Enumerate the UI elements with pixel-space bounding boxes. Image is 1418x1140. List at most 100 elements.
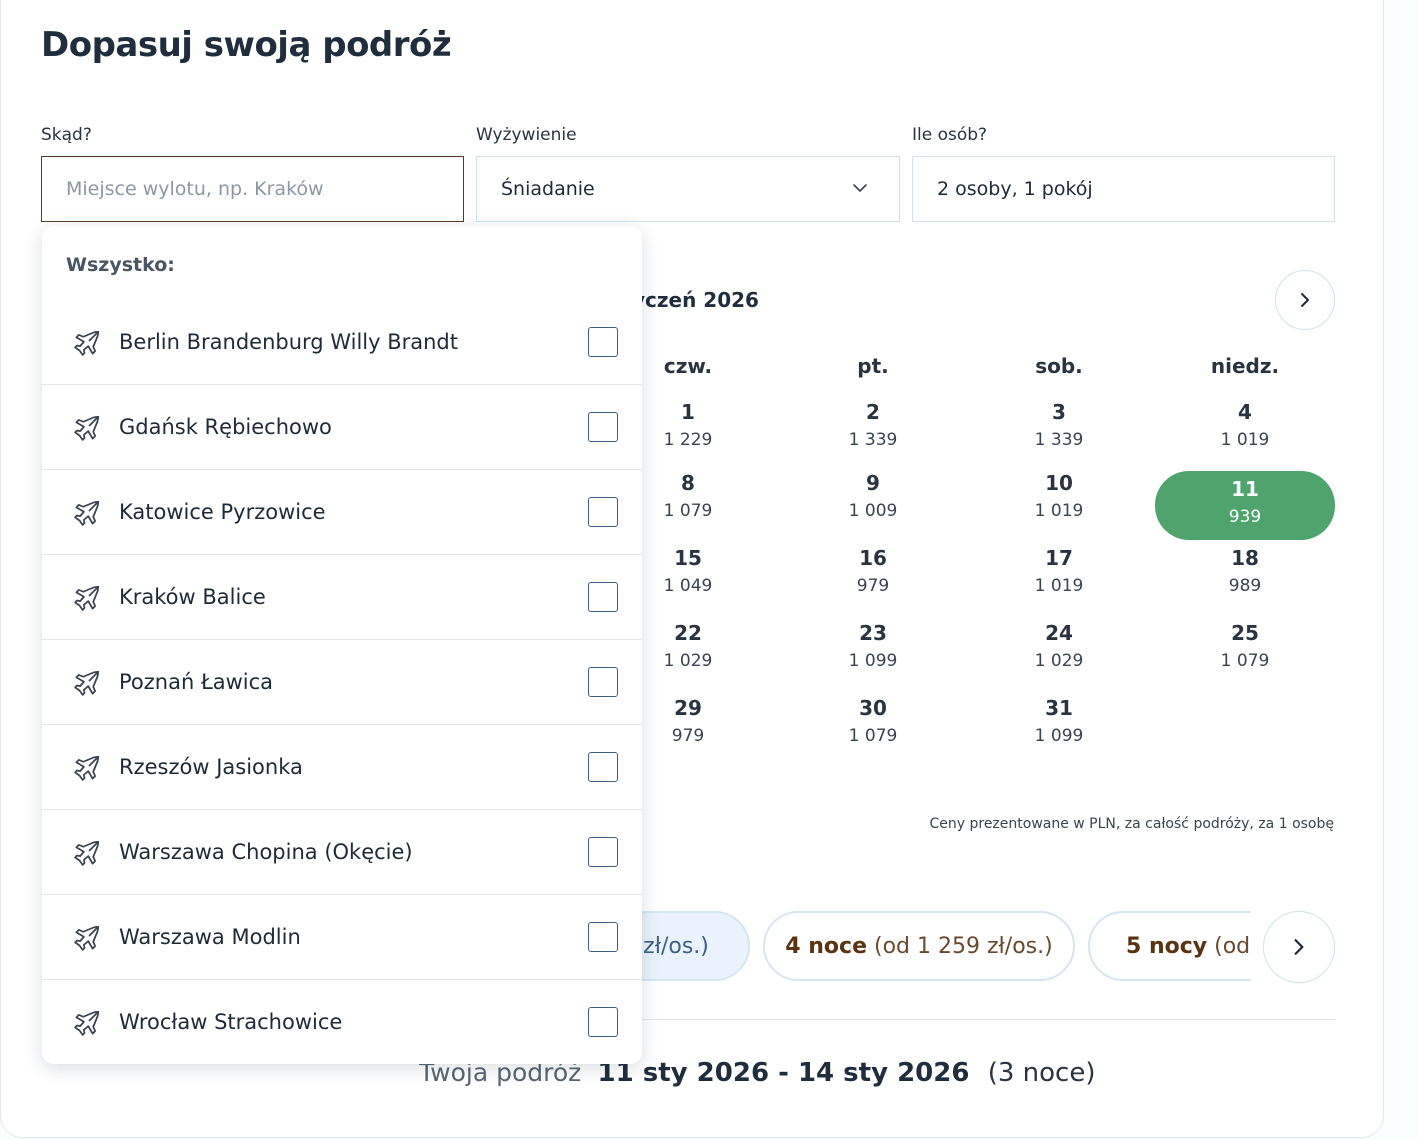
airport-checkbox[interactable] <box>588 327 618 357</box>
airport-checkbox[interactable] <box>588 922 618 952</box>
calendar-day[interactable]: 29 979 <box>598 690 778 759</box>
plane-icon <box>72 923 102 953</box>
calendar-day[interactable]: 30 1 079 <box>783 690 963 759</box>
from-field[interactable] <box>41 156 464 222</box>
chevron-right-icon <box>1301 293 1309 307</box>
airport-checkbox[interactable] <box>588 497 618 527</box>
day-number: 10 <box>1045 471 1073 495</box>
people-field[interactable]: 2 osoby, 1 pokój <box>912 156 1335 222</box>
airport-label: Gdańsk Rębiechowo <box>119 415 332 439</box>
airport-option[interactable]: Berlin Brandenburg Willy Brandt <box>42 300 642 385</box>
calendar-day[interactable]: 10 1 019 <box>969 465 1149 534</box>
airport-checkbox[interactable] <box>588 837 618 867</box>
nights-option[interactable]: zł/os.) <box>642 911 750 981</box>
divider <box>642 1019 1335 1020</box>
airport-option[interactable]: Warszawa Modlin <box>42 895 642 980</box>
people-label: Ile osób? <box>912 125 988 145</box>
calendar-day[interactable]: 16 979 <box>783 540 963 609</box>
airport-option[interactable]: Poznań Ławica <box>42 640 642 725</box>
day-price: 1 079 <box>848 726 898 746</box>
calendar-day[interactable]: 31 1 099 <box>969 690 1149 759</box>
page-title: Dopasuj swoją podróż <box>41 25 452 65</box>
airport-option[interactable]: Kraków Balice <box>42 555 642 640</box>
day-number: 17 <box>1045 546 1073 570</box>
day-price: 1 019 <box>1034 576 1084 596</box>
airport-option[interactable]: Warszawa Chopina (Okęcie) <box>42 810 642 895</box>
airport-option[interactable]: Rzeszów Jasionka <box>42 725 642 810</box>
airport-checkbox[interactable] <box>588 667 618 697</box>
day-number: 25 <box>1231 621 1259 645</box>
nights-options: zł/os.) 4 noce (od 1 259 zł/os.) 5 nocy … <box>642 910 1251 984</box>
calendar-day[interactable]: 3 1 339 <box>969 394 1149 463</box>
airport-label: Katowice Pyrzowice <box>119 500 326 524</box>
airport-checkbox[interactable] <box>588 1007 618 1037</box>
nights-option-text: (od 1 259 zł/os.) <box>867 933 1053 959</box>
board-label: Wyżywienie <box>476 125 577 145</box>
board-select[interactable]: Śniadanie <box>476 156 900 222</box>
day-number: 30 <box>859 696 887 720</box>
calendar-day[interactable]: 18 989 <box>1155 540 1335 609</box>
calendar-day-selected[interactable]: 11 939 <box>1155 471 1335 540</box>
day-price: 1 019 <box>1034 501 1084 521</box>
from-input[interactable] <box>66 178 463 200</box>
airport-checkbox[interactable] <box>588 752 618 782</box>
airport-option[interactable]: Katowice Pyrzowice <box>42 470 642 555</box>
plane-icon <box>72 328 102 358</box>
weekday-label: sob. <box>1035 354 1083 378</box>
day-price: 1 099 <box>848 651 898 671</box>
calendar-day[interactable]: 8 1 079 <box>598 465 778 534</box>
day-price: 1 029 <box>663 651 713 671</box>
day-price: 1 029 <box>1034 651 1084 671</box>
nights-option-text: zł/os.) <box>643 933 709 959</box>
price-note: Ceny prezentowane w PLN, za całość podró… <box>929 816 1334 832</box>
nights-option-bold: 4 noce <box>785 933 868 959</box>
airport-label: Warszawa Modlin <box>119 925 301 949</box>
weekday-label: niedz. <box>1210 354 1280 378</box>
airport-label: Rzeszów Jasionka <box>119 755 303 779</box>
calendar-day[interactable]: 2 1 339 <box>783 394 963 463</box>
airport-checkbox[interactable] <box>588 412 618 442</box>
calendar-day[interactable]: 1 1 229 <box>598 394 778 463</box>
calendar-day[interactable]: 17 1 019 <box>969 540 1149 609</box>
day-price: 1 079 <box>1220 651 1270 671</box>
day-number: 29 <box>674 696 702 720</box>
airport-label: Poznań Ławica <box>119 670 274 694</box>
day-number: 18 <box>1231 546 1259 570</box>
calendar-day[interactable]: 15 1 049 <box>598 540 778 609</box>
airport-option[interactable]: Gdańsk Rębiechowo <box>42 385 642 470</box>
dropdown-header: Wszystko: <box>66 254 175 276</box>
plane-icon <box>72 1008 102 1038</box>
airport-option[interactable]: Wrocław Strachowice <box>42 980 642 1065</box>
airport-label: Berlin Brandenburg Willy Brandt <box>119 330 458 354</box>
board-value: Śniadanie <box>501 178 595 200</box>
nights-option[interactable]: 4 noce (od 1 259 zł/os.) <box>763 911 1075 981</box>
day-number: 24 <box>1045 621 1073 645</box>
day-number: 11 <box>1231 477 1259 501</box>
weekday-label: pt. <box>857 354 889 378</box>
calendar-day[interactable]: 25 1 079 <box>1155 615 1335 684</box>
day-number: 3 <box>1052 400 1066 424</box>
calendar-day[interactable]: 23 1 099 <box>783 615 963 684</box>
next-month-button[interactable] <box>1275 270 1335 330</box>
airport-checkbox[interactable] <box>588 582 618 612</box>
summary-dates: 11 sty 2026 - 14 sty 2026 <box>597 1058 970 1088</box>
weekday-label: czw. <box>663 354 713 378</box>
day-number: 9 <box>866 471 880 495</box>
day-price: 1 339 <box>1034 430 1084 450</box>
day-number: 16 <box>859 546 887 570</box>
day-price: 1 019 <box>1220 430 1270 450</box>
month-title: yczeń 2026 <box>632 288 759 312</box>
nights-next-button[interactable] <box>1263 911 1335 983</box>
day-number: 8 <box>681 471 695 495</box>
departure-dropdown: Wszystko: Berlin Brandenburg Willy Brand… <box>42 226 642 1064</box>
chevron-down-icon <box>853 184 867 192</box>
calendar-day[interactable]: 4 1 019 <box>1155 394 1335 463</box>
day-price: 1 099 <box>1034 726 1084 746</box>
calendar-day[interactable]: 22 1 029 <box>598 615 778 684</box>
nights-option[interactable]: 5 nocy (od 1 <box>1088 911 1251 981</box>
day-number: 1 <box>681 400 695 424</box>
airport-label: Warszawa Chopina (Okęcie) <box>119 840 413 864</box>
calendar-day[interactable]: 24 1 029 <box>969 615 1149 684</box>
plane-icon <box>72 413 102 443</box>
calendar-day[interactable]: 9 1 009 <box>783 465 963 534</box>
